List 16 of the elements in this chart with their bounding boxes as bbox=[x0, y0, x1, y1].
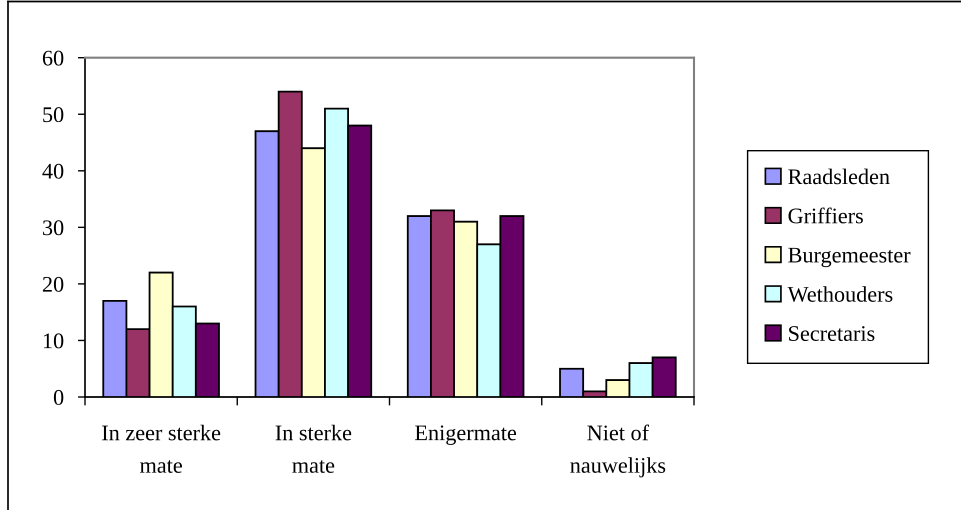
x-tick-label: In sterke mate bbox=[276, 424, 352, 473]
y-tick-label: 10 bbox=[44, 333, 64, 348]
x-tick-label: In zeer sterke mate bbox=[102, 424, 220, 473]
y-tick-label: 30 bbox=[43, 220, 64, 236]
y-tick-label: 0 bbox=[54, 390, 64, 405]
legend-label: Wethouders bbox=[788, 286, 892, 302]
x-tick-label: Enigermate bbox=[415, 425, 516, 445]
y-tick-label: 20 bbox=[42, 276, 64, 292]
y-tick-label: 50 bbox=[43, 107, 64, 122]
x-tick-label: Niet of nauwelijks bbox=[570, 424, 666, 478]
y-tick-label: 40 bbox=[42, 164, 64, 179]
legend-label: Secretaris bbox=[789, 326, 874, 342]
legend-label: Griffiers bbox=[788, 208, 863, 224]
y-tick-label: 60 bbox=[42, 50, 64, 66]
legend-label: Burgemeester bbox=[788, 248, 910, 268]
legend-label: Raadsleden bbox=[788, 168, 890, 184]
